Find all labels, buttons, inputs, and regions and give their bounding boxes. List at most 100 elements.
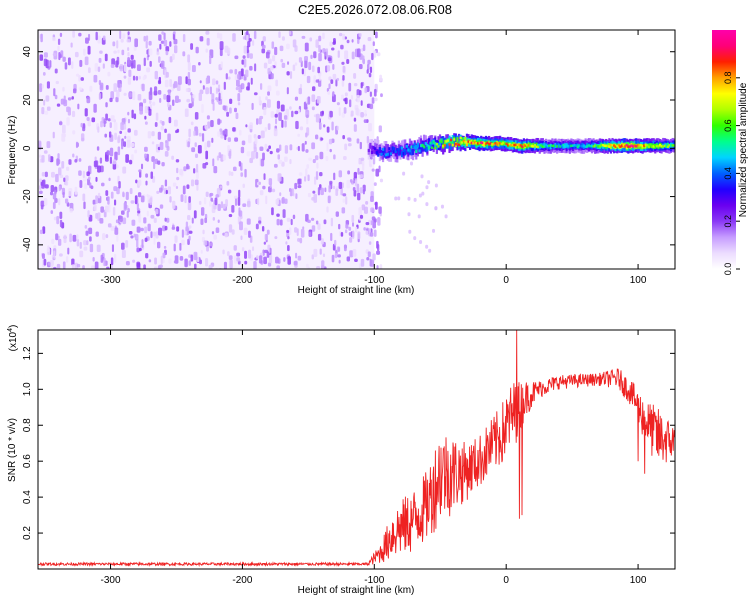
noise-blob: [316, 162, 319, 169]
noise-blob: [147, 223, 151, 232]
signal-cell: [427, 146, 431, 149]
noise-blob: [219, 185, 223, 189]
noise-blob: [63, 99, 68, 107]
noise-blob: [104, 133, 108, 138]
noise-blob: [140, 227, 144, 232]
noise-blob: [315, 134, 319, 140]
noise-blob: [314, 155, 319, 161]
noise-blob: [145, 252, 149, 259]
noise-blob: [154, 121, 158, 127]
noise-blob: [88, 176, 91, 181]
noise-blob: [160, 125, 164, 131]
noise-blob: [143, 98, 147, 104]
noise-blob: [172, 99, 175, 107]
noise-blob: [127, 118, 131, 124]
noise-blob: [128, 69, 132, 77]
noise-blob: [146, 67, 151, 73]
noise-blob: [75, 73, 80, 77]
signal-cell: [538, 144, 541, 150]
noise-blob: [303, 101, 308, 110]
noise-blob: [206, 245, 209, 252]
noise-blob: [374, 97, 378, 102]
noise-blob: [46, 81, 50, 89]
noise-blob: [342, 198, 346, 203]
noise-blob: [50, 185, 55, 193]
noise-blob: [143, 35, 147, 42]
noise-blob: [263, 106, 267, 116]
noise-blob: [358, 158, 361, 165]
noise-blob: [130, 235, 134, 239]
noise-blob: [241, 83, 245, 89]
signal-cell: [521, 145, 524, 148]
noise-blob: [91, 117, 96, 123]
noise-blob: [371, 52, 374, 61]
noise-blob: [90, 185, 94, 190]
noise-blob: [83, 240, 87, 246]
spectrogram-signal: [367, 133, 675, 163]
signal-cell: [630, 144, 633, 147]
noise-blob: [256, 118, 259, 125]
noise-blob: [187, 214, 191, 221]
noise-blob: [271, 207, 274, 216]
noise-blob: [329, 268, 333, 269]
noise-blob: [156, 190, 160, 194]
noise-blob: [65, 198, 69, 204]
noise-blob: [353, 82, 358, 87]
signal-cell: [650, 145, 654, 148]
noise-blob: [168, 116, 172, 124]
noise-blob: [256, 255, 259, 260]
signal-cell: [606, 144, 609, 148]
noise-blob: [110, 191, 114, 199]
noise-blob: [312, 190, 316, 194]
noise-blob: [130, 143, 135, 147]
noise-blob: [68, 188, 73, 197]
signal-cell: [431, 146, 434, 150]
noise-blob: [84, 183, 88, 190]
noise-blob: [126, 210, 129, 218]
noise-blob: [136, 64, 141, 72]
noise-blob: [326, 65, 331, 72]
noise-blob: [228, 150, 232, 159]
signal-cell: [537, 145, 540, 149]
signal-cell: [377, 153, 380, 157]
noise-blob: [95, 231, 99, 237]
noise-blob: [72, 30, 75, 38]
noise-blob: [104, 205, 109, 213]
noise-blob: [113, 253, 117, 263]
y-tick-label: 0.8: [22, 418, 33, 432]
noise-blob: [124, 131, 127, 136]
signal-cell: [662, 145, 665, 148]
signal-cell: [369, 145, 372, 149]
noise-blob: [205, 30, 210, 35]
noise-blob: [341, 112, 345, 118]
noise-blob: [267, 244, 271, 254]
noise-blob: [329, 41, 333, 47]
noise-blob: [253, 30, 257, 40]
noise-blob: [113, 122, 118, 131]
noise-blob: [241, 140, 246, 146]
signal-cell: [448, 143, 451, 146]
signal-cell: [548, 144, 551, 147]
signal-cell: [495, 143, 499, 146]
noise-blob: [268, 145, 271, 150]
noise-blob: [286, 229, 290, 234]
signal-cell: [426, 145, 429, 152]
noise-blob: [331, 47, 335, 51]
noise-blob: [134, 129, 138, 136]
signal-cell: [408, 149, 412, 153]
noise-blob: [209, 200, 212, 207]
noise-blob: [277, 173, 282, 182]
noise-blob: [187, 54, 191, 63]
noise-blob: [318, 73, 322, 81]
noise-blob: [143, 57, 146, 67]
noise-blob: [247, 200, 251, 208]
noise-blob: [341, 207, 346, 214]
signal-cell: [586, 145, 589, 148]
noise-blob: [248, 38, 252, 42]
noise-blob: [245, 124, 248, 128]
noise-blob: [289, 71, 293, 79]
noise-blob: [278, 31, 281, 39]
noise-blob: [394, 196, 398, 201]
noise-blob: [315, 79, 319, 83]
noise-blob: [323, 266, 327, 269]
